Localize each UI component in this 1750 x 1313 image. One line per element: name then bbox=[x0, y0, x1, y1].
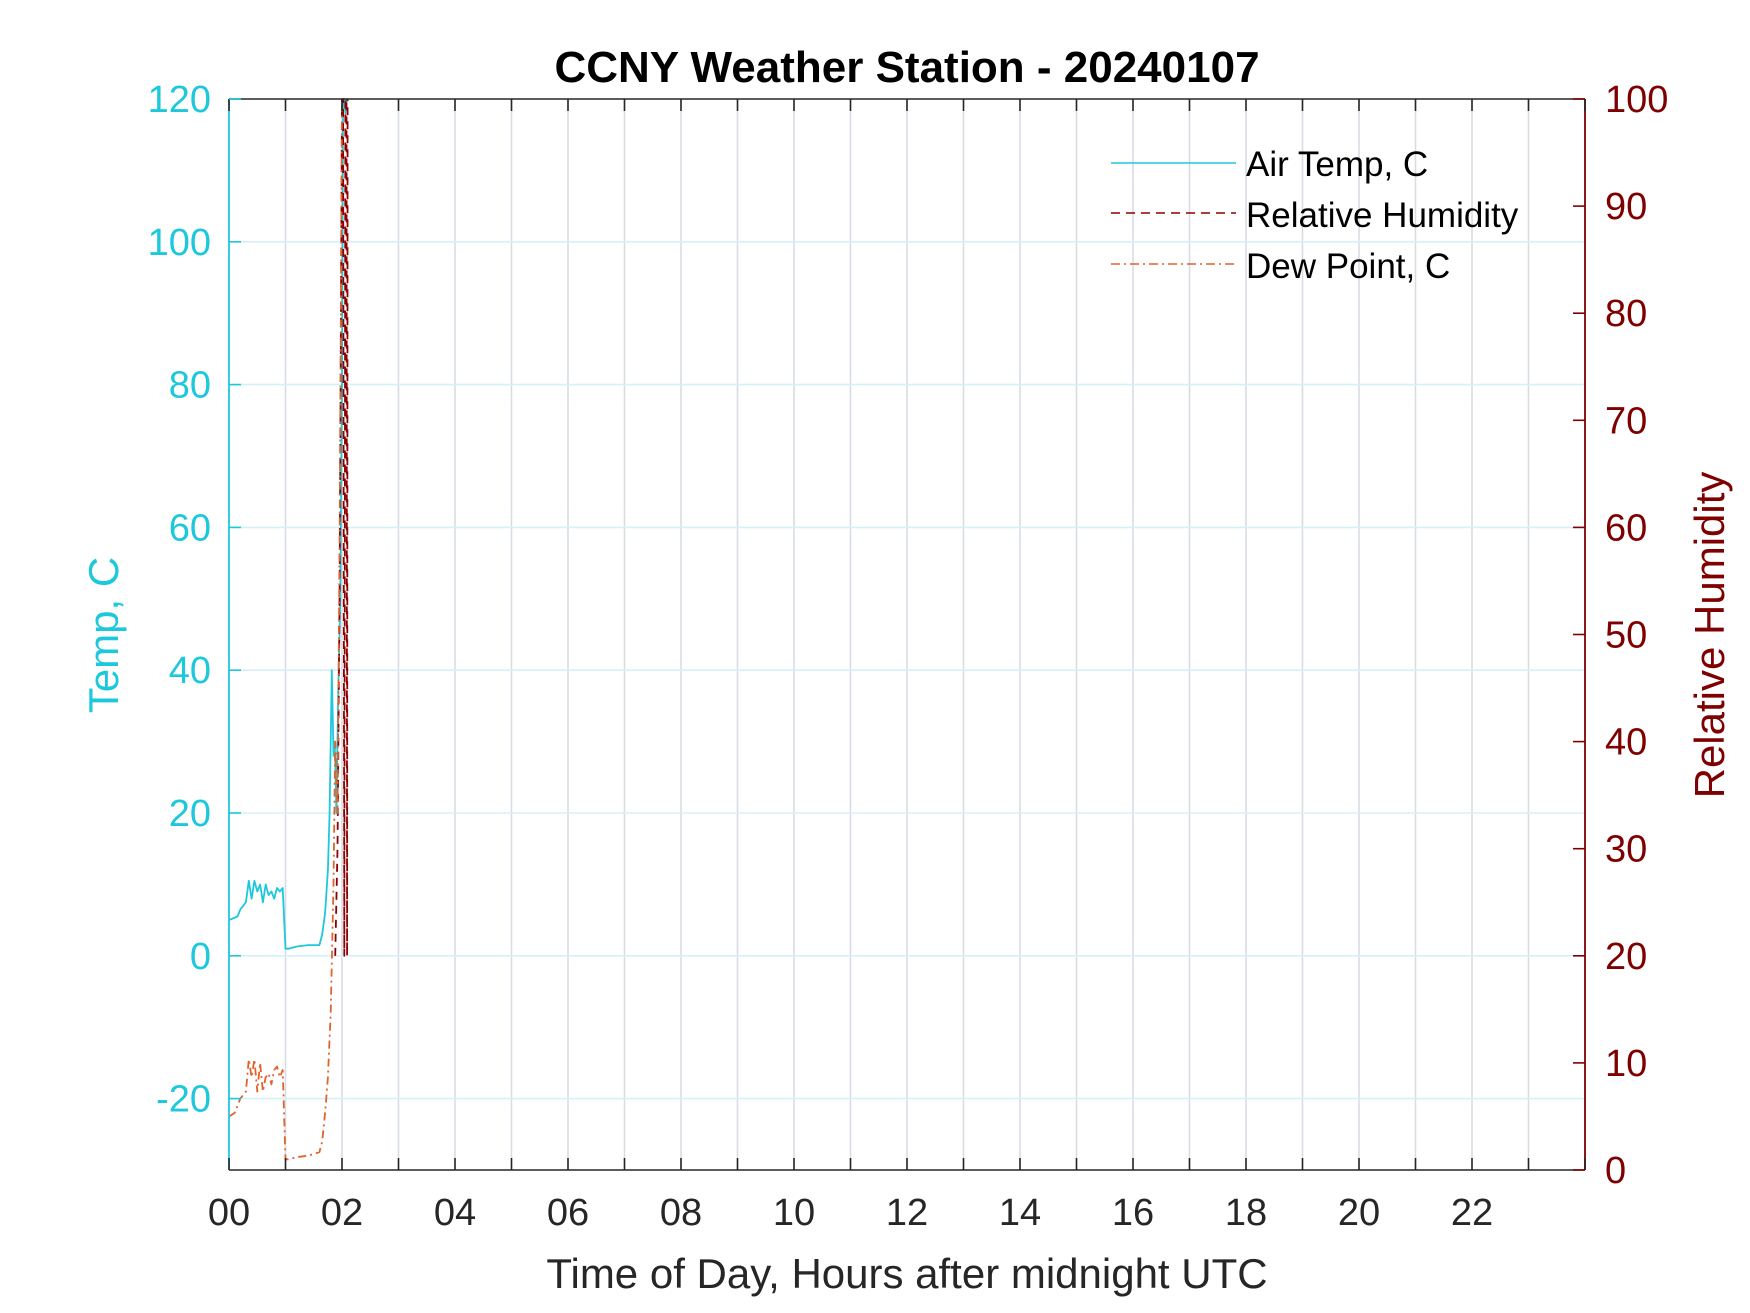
y-tick-label-right: 10 bbox=[1605, 1043, 1647, 1085]
x-tick-label: 22 bbox=[1451, 1192, 1493, 1234]
x-tick-label: 06 bbox=[547, 1192, 589, 1234]
y-tick-label-left: 120 bbox=[148, 79, 211, 121]
y-tick-label-right: 50 bbox=[1605, 615, 1647, 657]
relative-humidity-line bbox=[334, 98, 349, 957]
y-tick-label-left: 60 bbox=[169, 507, 211, 549]
y-tick-label-right: 70 bbox=[1605, 400, 1647, 442]
tick-labels: 00 02 04 06 08 10 12 14 16 18 20 22-200204060801001… bbox=[148, 79, 1669, 1234]
y-tick-label-right: 90 bbox=[1605, 186, 1647, 228]
x-tick-label: 16 bbox=[1112, 1192, 1154, 1234]
y-tick-label-right: 100 bbox=[1605, 79, 1668, 121]
y-tick-label-right: 60 bbox=[1605, 507, 1647, 549]
y-tick-label-right: 80 bbox=[1605, 293, 1647, 335]
x-tick-label: 12 bbox=[886, 1192, 928, 1234]
y-axis-label-right: Relative Humidity bbox=[1686, 472, 1733, 799]
y-tick-label-right: 30 bbox=[1605, 829, 1647, 871]
x-tick-label: 20 bbox=[1338, 1192, 1380, 1234]
x-tick-label: 02 bbox=[321, 1192, 363, 1234]
dew-point-line bbox=[228, 98, 348, 1161]
y-tick-label-left: 100 bbox=[148, 222, 211, 264]
x-tick-label: 00 bbox=[208, 1192, 250, 1234]
x-tick-label: 04 bbox=[434, 1192, 476, 1234]
y-tick-label-right: 0 bbox=[1605, 1150, 1626, 1192]
y-tick-label-left: -20 bbox=[156, 1079, 211, 1121]
y-tick-label-left: 80 bbox=[169, 365, 211, 407]
legend-label-relative-humidity: Relative Humidity bbox=[1246, 196, 1519, 235]
y-tick-label-left: 40 bbox=[169, 650, 211, 692]
legend-label-air-temp: Air Temp, C bbox=[1246, 145, 1428, 184]
y-tick-label-left: 0 bbox=[190, 936, 211, 978]
y-tick-label-right: 20 bbox=[1605, 936, 1647, 978]
x-tick-label: 10 bbox=[773, 1192, 815, 1234]
y-tick-label-right: 40 bbox=[1605, 722, 1647, 764]
x-tick-label: 08 bbox=[660, 1192, 702, 1234]
y-tick-label-left: 20 bbox=[169, 793, 211, 835]
legend-label-dew-point: Dew Point, C bbox=[1246, 247, 1450, 286]
legend: Air Temp, C Relative Humidity Dew Point,… bbox=[1111, 145, 1519, 286]
x-tick-label: 14 bbox=[999, 1192, 1041, 1234]
x-axis-label: Time of Day, Hours after midnight UTC bbox=[546, 1250, 1267, 1297]
y-axis-label-left: Temp, C bbox=[80, 557, 127, 713]
chart-title: CCNY Weather Station - 20240107 bbox=[554, 43, 1259, 92]
axes bbox=[228, 98, 1586, 1171]
x-tick-label: 18 bbox=[1225, 1192, 1267, 1234]
grid bbox=[229, 99, 1585, 1170]
series-layer bbox=[228, 98, 349, 1161]
